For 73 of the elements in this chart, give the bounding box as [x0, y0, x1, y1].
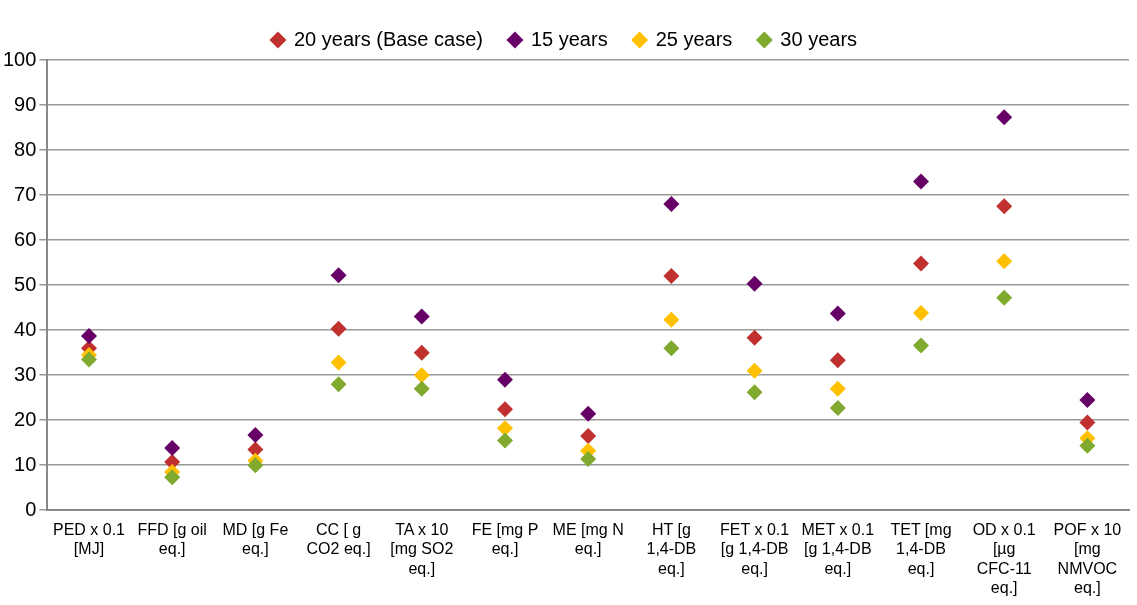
- x-tick-label: CC [ g CO2 eq.]: [306, 521, 371, 558]
- y-tick-label: 80: [14, 137, 37, 160]
- point: [1079, 437, 1096, 454]
- y-tick-label: 30: [14, 362, 37, 385]
- point: [996, 253, 1013, 270]
- point: [330, 267, 347, 284]
- point: [496, 432, 513, 449]
- x-tick-label: MET x 0.1 [g 1,4-DB eq.]: [801, 521, 875, 577]
- point: [413, 380, 430, 397]
- point: [829, 380, 846, 397]
- point: [829, 400, 846, 417]
- legend-label: 15 years: [530, 27, 608, 50]
- point: [829, 305, 846, 322]
- point: [829, 352, 846, 369]
- point: [580, 427, 597, 444]
- point: [80, 351, 97, 368]
- point: [247, 441, 264, 458]
- x-tick-label: FE [mg P eq.]: [471, 521, 539, 558]
- y-tick-label: 50: [14, 272, 37, 295]
- point: [912, 305, 929, 322]
- point: [413, 367, 430, 384]
- point: [996, 109, 1013, 126]
- point: [912, 173, 929, 190]
- point: [1079, 391, 1096, 408]
- y-tick-label: 100: [2, 47, 37, 70]
- point: [330, 354, 347, 371]
- x-tick-label: FET x 0.1 [g 1,4-DB eq.]: [720, 521, 790, 577]
- y-tick-label: 70: [14, 182, 37, 205]
- point: [912, 337, 929, 354]
- x-tick-label: MD [g Fe eq.]: [222, 521, 289, 558]
- point: [413, 308, 430, 325]
- point: [247, 427, 264, 444]
- point: [580, 450, 597, 467]
- point: [663, 311, 680, 328]
- point: [746, 329, 763, 346]
- y-tick-label: 60: [14, 227, 37, 250]
- x-tick-label: POF x 10 [mg NMVOC eq.]: [1053, 521, 1122, 596]
- x-tick-label: TET [mg 1,4-DB eq.]: [890, 521, 952, 577]
- legend-label: 25 years: [655, 27, 733, 50]
- x-tick-label: OD x 0.1 [µg CFC-11 eq.]: [972, 521, 1036, 596]
- point: [80, 327, 97, 344]
- point: [912, 255, 929, 272]
- y-tick-label: 10: [14, 452, 37, 475]
- point: [164, 469, 181, 486]
- y-tick-label: 40: [14, 317, 37, 340]
- y-tick-label: 90: [14, 92, 37, 115]
- point: [413, 344, 430, 361]
- point: [580, 405, 597, 422]
- point: [330, 376, 347, 393]
- legend-label: 30 years: [780, 27, 858, 50]
- point: [663, 340, 680, 357]
- point: [996, 198, 1013, 215]
- point: [1079, 414, 1096, 431]
- legend-label: 20 years (Base case): [293, 27, 483, 50]
- point: [663, 268, 680, 285]
- point: [996, 289, 1013, 306]
- point: [746, 275, 763, 292]
- point: [496, 371, 513, 388]
- x-tick-label: ME [mg N eq.]: [552, 521, 624, 558]
- y-tick-label: 20: [14, 407, 37, 430]
- x-tick-label: FFD [g oil eq.]: [137, 521, 207, 558]
- point: [496, 420, 513, 437]
- y-tick-label: 0: [25, 497, 37, 520]
- point: [330, 320, 347, 337]
- x-tick-label: PED x 0.1 [MJ]: [52, 521, 126, 558]
- point: [746, 384, 763, 401]
- point: [164, 440, 181, 457]
- point: [247, 457, 264, 474]
- point: [663, 196, 680, 213]
- x-tick-label: TA x 10 [mg SO2 eq.]: [390, 521, 454, 577]
- x-tick-label: HT [g 1,4-DB eq.]: [646, 521, 697, 577]
- point: [496, 401, 513, 418]
- point: [746, 362, 763, 379]
